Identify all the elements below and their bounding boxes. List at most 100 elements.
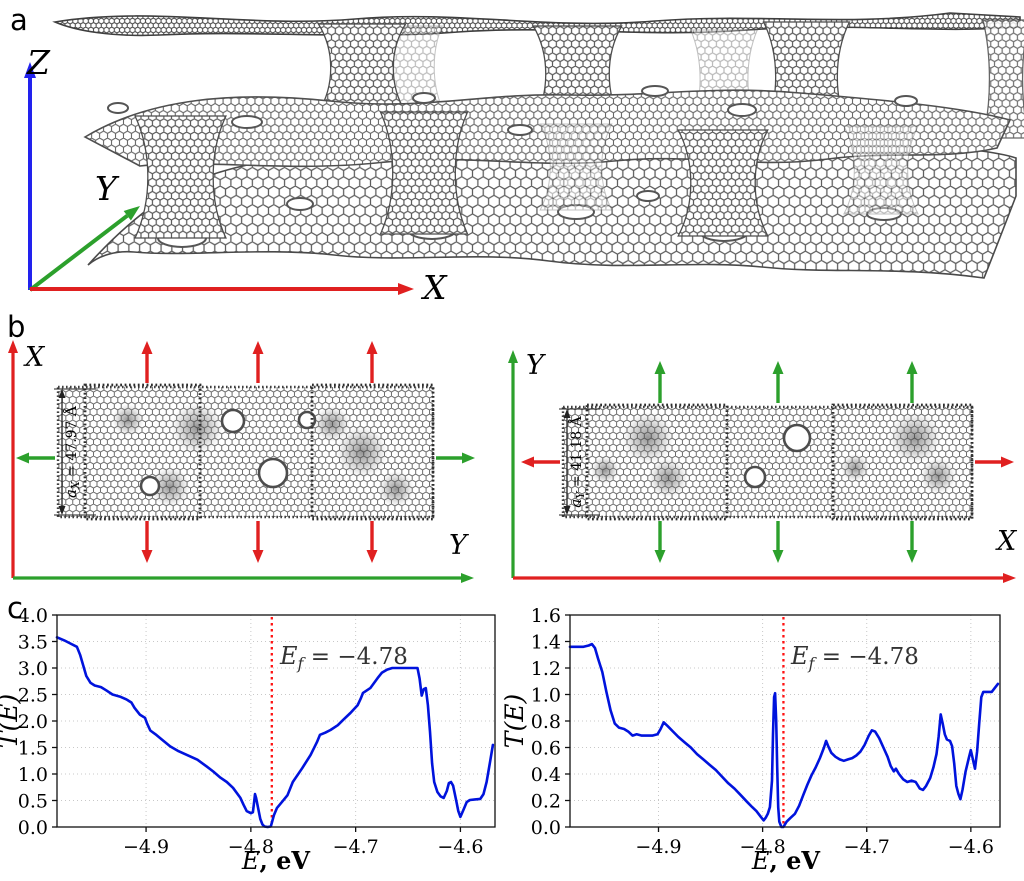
nanotube-pillar-mesh xyxy=(134,115,227,239)
periodic-arrow-down-head xyxy=(141,550,153,563)
fermi-subscript: f xyxy=(808,654,818,673)
tube-funnel-shading xyxy=(314,406,350,442)
periodic-arrow-down-head xyxy=(906,550,918,563)
nanotube-pillar xyxy=(317,23,407,113)
sheet-hole xyxy=(636,190,660,202)
nanotube-pillar-mesh xyxy=(317,23,407,113)
periodic-arrow-right-head xyxy=(1001,456,1014,468)
dim-value: = 41.18 Å xyxy=(567,415,585,491)
x-tick-label: −4.6 xyxy=(948,836,994,858)
dim-symbol: a xyxy=(567,499,585,508)
tube-funnel-shading xyxy=(378,471,414,507)
y-tick-label: 4.0 xyxy=(18,605,48,627)
plot-background xyxy=(570,615,1000,827)
y-tick-label: 0.2 xyxy=(531,791,561,813)
y-tick-label: 0.0 xyxy=(18,817,48,839)
panel-b: b X Y aX = 47.97 Å Y X aY = 41.18 Å xyxy=(7,310,1018,583)
panel-c: c −4.9 −4.8 −4.7 −4.6 0.0 0.5 1.0 1.5 2.0 2.5 3.0 3… xyxy=(0,591,1001,875)
y-tick-label: 1.4 xyxy=(531,632,561,654)
y-tick-label: 0.8 xyxy=(531,711,561,733)
nanotube-pillar xyxy=(982,19,1024,139)
b-left-dimension-label: aX = 47.97 Å xyxy=(62,405,82,498)
graphene-top-sheet-mesh xyxy=(52,12,1021,37)
y-tick-label: 1.6 xyxy=(531,605,561,627)
sheet-hole xyxy=(641,85,669,97)
chart-right-fermi-annotation: Ef = −4.78 xyxy=(790,642,919,673)
y-axis-arrow-head xyxy=(123,206,140,221)
transmission-curve xyxy=(568,642,1000,829)
x-axis-arrow-head xyxy=(398,283,414,295)
b-left-horizontal-axis-label: Y xyxy=(449,530,469,561)
tube-opening xyxy=(139,475,161,497)
periodic-cell-box xyxy=(83,383,202,521)
fermi-value: = −4.78 xyxy=(303,644,407,670)
coordinate-axes-3d xyxy=(24,62,414,295)
y-tick-label: 2.0 xyxy=(18,711,48,733)
sheet-hole xyxy=(107,102,129,114)
chart-left-xlabel: E, eV xyxy=(241,846,311,875)
tube-opening xyxy=(220,408,246,434)
panel-b-label: b xyxy=(7,310,25,344)
nanotube-pillar-far-mesh xyxy=(843,125,919,215)
xlabel-symbol: E xyxy=(751,847,770,875)
y-tick-label: 3.0 xyxy=(18,658,48,680)
structure-top-view xyxy=(56,383,435,521)
x-tick-label: −4.7 xyxy=(844,836,890,858)
tube-funnel-shading xyxy=(171,402,223,454)
x-tick-label: −4.6 xyxy=(437,836,483,858)
axis-z-label: Z xyxy=(26,43,51,82)
cell-dimension-arrow-head-top xyxy=(563,409,571,418)
nanotube-pillar-far xyxy=(539,123,613,211)
b-right-dimension-label: aY = 41.18 Å xyxy=(567,415,587,507)
xlabel-symbol: E xyxy=(241,847,260,875)
periodic-arrow-left-head xyxy=(16,452,29,464)
chart-left-fermi-annotation: Ef = −4.78 xyxy=(279,642,408,673)
x-tick-label: −4.7 xyxy=(333,836,379,858)
periodic-arrow-left-head xyxy=(521,456,534,468)
axis-x-label: X xyxy=(420,268,448,307)
tube-funnel-shading xyxy=(336,426,388,478)
periodic-arrow-up-head xyxy=(654,361,666,374)
y-tick-label: 1.2 xyxy=(531,658,561,680)
transmission-chart-x: −4.9 −4.8 −4.7 −4.6 0.0 0.5 1.0 1.5 2.0 2.5 3.0 3.5… xyxy=(18,605,496,858)
nanotube-pillar xyxy=(677,129,769,237)
fermi-value: = −4.78 xyxy=(814,644,918,670)
nanotube-pillar-mesh xyxy=(379,111,469,235)
y-tick-label: 1.0 xyxy=(531,685,561,707)
y-tick-label: 0.0 xyxy=(531,817,561,839)
sheet-hole xyxy=(412,92,436,104)
sheet-hole xyxy=(894,95,918,107)
y-tick-label: 1.5 xyxy=(18,738,48,760)
dim-value: = 47.97 Å xyxy=(62,405,80,481)
tube-opening xyxy=(782,423,812,453)
sheet-hole xyxy=(727,103,757,117)
graphene-bottom-sheet xyxy=(87,144,1017,279)
vertical-axis-arrow-head xyxy=(508,350,518,363)
transmission-curve xyxy=(55,636,495,829)
nanotube-pillar-far xyxy=(385,25,443,109)
b-left-vertical-axis-label: X xyxy=(23,342,46,373)
cell-dimension-arrow-head-bottom xyxy=(563,506,571,515)
y-tick-label: 0.6 xyxy=(531,738,561,760)
tube-funnel-shading xyxy=(591,456,619,484)
nanotube-pillar-far-mesh xyxy=(539,123,613,211)
dim-subscript: X xyxy=(69,480,82,490)
nanotube-pillar-mesh xyxy=(677,129,769,237)
chart-left-ylabel: T(E) xyxy=(0,694,23,748)
unit-cell-view-xy xyxy=(8,340,475,583)
sheet-hole xyxy=(231,115,263,129)
tube-opening xyxy=(743,465,767,489)
xlabel-unit: , eV xyxy=(259,846,310,875)
y-tick-label: 3.5 xyxy=(18,632,48,654)
structure-top-view xyxy=(561,403,974,521)
y-axis-arrow xyxy=(28,214,129,292)
periodic-arrow-up-head xyxy=(906,361,918,374)
horizontal-axis-arrow-head xyxy=(1003,573,1016,583)
graphene-top-sheet xyxy=(52,12,1021,37)
b-right-vertical-axis-label: Y xyxy=(526,350,546,381)
nanotube-pillar-far xyxy=(843,125,919,215)
dim-subscript: Y xyxy=(574,490,587,499)
cell-dimension-arrow-head-bottom xyxy=(58,506,66,515)
